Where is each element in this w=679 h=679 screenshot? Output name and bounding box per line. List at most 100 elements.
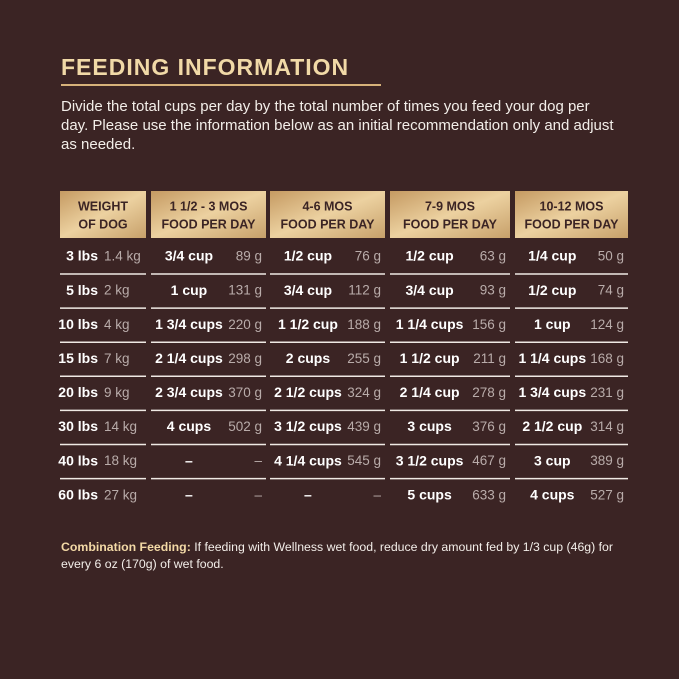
grams: 376 g [472,419,506,434]
cups: 1 3/4 cups [518,384,586,400]
header-text: 4-6 MOS [302,199,352,213]
header-text: OF DOG [78,217,127,231]
cups: 1/4 cup [528,248,576,264]
grams: 467 g [472,453,506,468]
cups: 4 1/4 cups [274,452,342,468]
weight-kg: 9 kg [104,385,130,400]
cups: 1 3/4 cups [155,316,223,332]
weight-kg: 18 kg [104,453,137,468]
grams: 278 g [472,385,506,400]
grams: 124 g [590,317,624,332]
cups: 1/2 cup [405,248,453,264]
grams: 314 g [590,419,624,434]
cups: 5 cups [407,486,452,502]
cups: 3/4 cup [405,282,453,298]
cups: 2 1/4 cup [400,384,460,400]
cups: 1 cup [171,282,208,298]
grams: 439 g [347,419,381,434]
grams: 255 g [347,351,381,366]
grams: 50 g [598,249,624,264]
weight-kg: 2 kg [104,283,130,298]
grams: 89 g [236,249,262,264]
header-text: FOOD PER DAY [403,217,498,231]
grams: 63 g [480,249,506,264]
grams: – [254,487,262,502]
weight-kg: 1.4 kg [104,249,141,264]
grams: 74 g [598,283,624,298]
header-text: FOOD PER DAY [524,217,619,231]
weight-lbs: 15 lbs [58,350,98,366]
cups: 3 cups [407,418,452,434]
grams: 76 g [355,249,381,264]
title-rule [61,84,381,86]
cups: 4 cups [530,486,575,502]
cups: – [185,486,193,502]
cups: 1/2 cup [284,248,332,264]
header-cell [151,191,266,238]
grams: 324 g [347,385,381,400]
grams: 93 g [480,283,506,298]
grams: 633 g [472,487,506,502]
cups: 2 3/4 cups [155,384,223,400]
cups: – [185,452,193,468]
grams: 502 g [228,419,262,434]
combination-note: Combination Feeding: If feeding with Wel… [61,539,631,573]
note-label: Combination Feeding: [61,540,191,554]
header-cell [515,191,628,238]
header-text: 10-12 MOS [540,199,604,213]
cups: 1 1/4 cups [396,316,464,332]
grams: 298 g [228,351,262,366]
weight-lbs: 60 lbs [58,486,98,502]
cups: 4 cups [167,418,212,434]
grams: 231 g [590,385,624,400]
weight-kg: 7 kg [104,351,130,366]
cups: 2 cups [286,350,331,366]
grams: 168 g [590,351,624,366]
weight-lbs: 40 lbs [58,452,98,468]
grams: 131 g [228,283,262,298]
header-text: FOOD PER DAY [161,217,256,231]
header-text: WEIGHT [78,199,128,213]
grams: 211 g [473,351,506,366]
weight-lbs: 10 lbs [58,316,98,332]
cups: 2 1/4 cups [155,350,223,366]
header-text: 1 1/2 - 3 MOS [170,199,248,213]
grams: 220 g [228,317,262,332]
grams: – [373,487,381,502]
grams: 188 g [347,317,381,332]
cups: 3/4 cup [284,282,332,298]
header-cell [270,191,385,238]
weight-lbs: 5 lbs [66,282,98,298]
cups: 1 cup [534,316,571,332]
grams: 545 g [347,453,381,468]
cups: 3 1/2 cups [396,452,464,468]
intro: Divide the total cups per day by the tot… [61,98,614,153]
grams: 389 g [590,453,624,468]
cups: 2 1/2 cups [274,384,342,400]
cups: 2 1/2 cup [522,418,582,434]
weight-kg: 4 kg [104,317,130,332]
weight-kg: 14 kg [104,419,137,434]
grams: 112 g [348,283,381,298]
weight-lbs: 20 lbs [58,384,98,400]
cups: 3 1/2 cups [274,418,342,434]
weight-lbs: 30 lbs [58,418,98,434]
grams: 370 g [228,385,262,400]
header-cell [60,191,146,238]
cups: 3/4 cup [165,248,213,264]
header-text: FOOD PER DAY [280,217,375,231]
grams: 527 g [590,487,624,502]
header-text: 7-9 MOS [425,199,475,213]
cups: 3 cup [534,452,571,468]
header-cell [390,191,510,238]
cups: 1 1/2 cup [400,350,460,366]
title: FEEDING INFORMATION [61,54,350,80]
cups: – [304,486,312,502]
cups: 1 1/4 cups [518,350,586,366]
note-text: If feeding with Wellness wet food, reduc… [61,540,613,571]
grams: 156 g [472,317,506,332]
weight-lbs: 3 lbs [66,248,98,264]
weight-kg: 27 kg [104,487,137,502]
